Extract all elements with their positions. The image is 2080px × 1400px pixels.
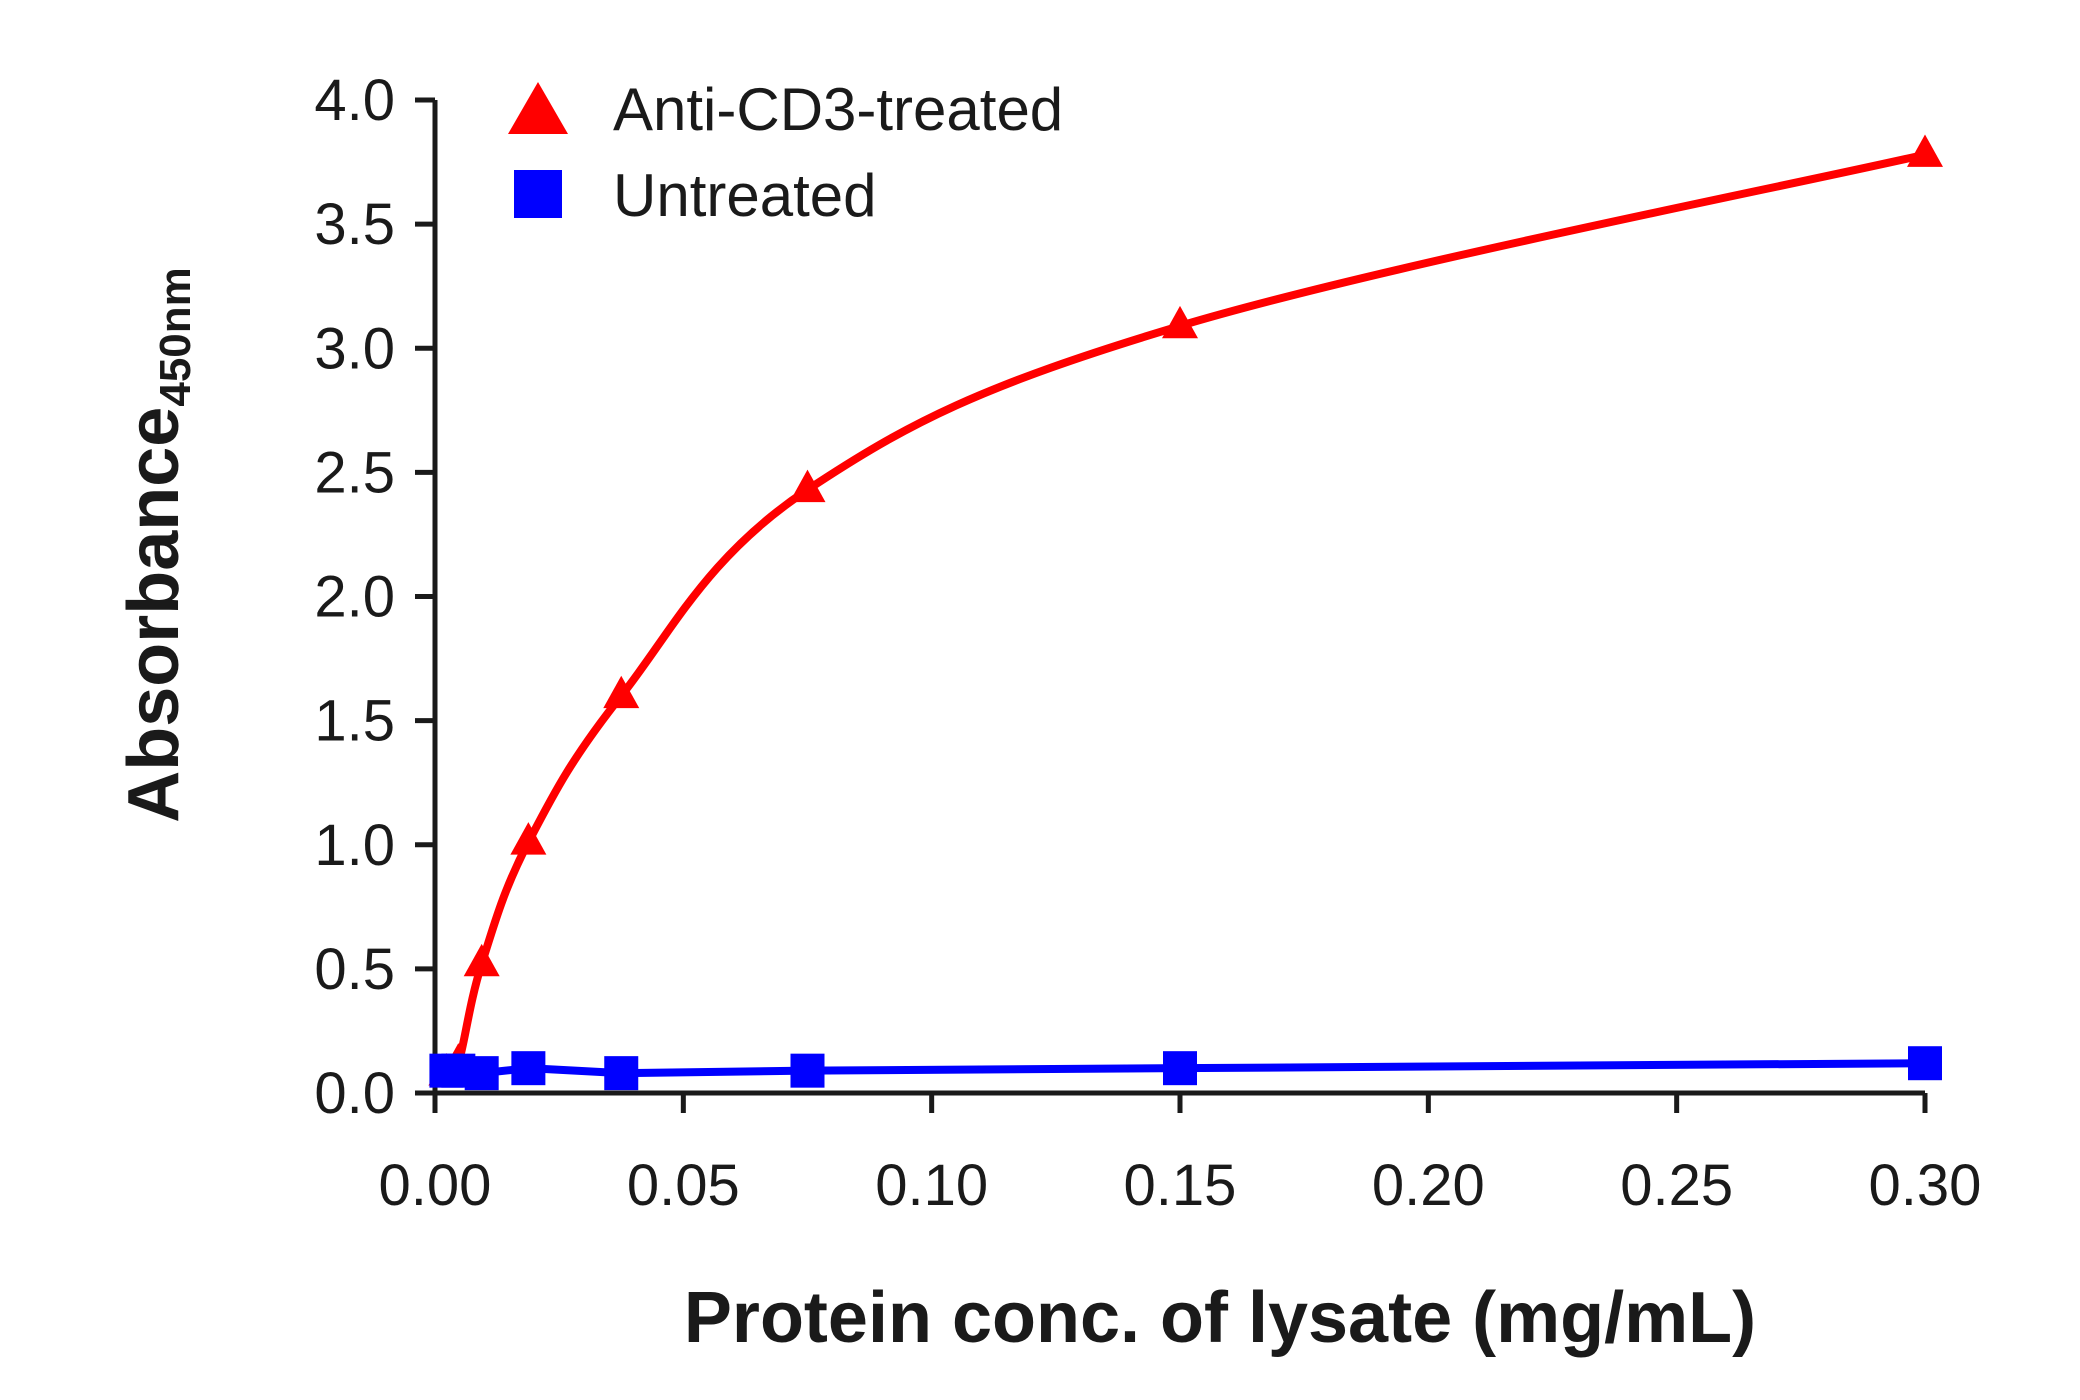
- legend-marker-triangle: [508, 82, 568, 134]
- legend-label: Anti-CD3-treated: [613, 76, 1063, 143]
- data-point-triangle: [1907, 134, 1943, 167]
- y-axis-title-main: Absorbance: [114, 407, 194, 823]
- x-tick-label: 0.00: [379, 1153, 492, 1218]
- y-tick-label: 1.0: [314, 813, 395, 878]
- y-tick-label: 2.0: [314, 565, 395, 630]
- legend-marker-square: [514, 170, 562, 218]
- y-tick-label: 4.0: [314, 68, 395, 133]
- legend-item-anti-cd3-treated: Anti-CD3-treated: [508, 76, 1063, 143]
- data-point-triangle: [603, 675, 640, 709]
- data-point-square: [511, 1051, 546, 1086]
- x-tick-label: 0.05: [627, 1153, 740, 1218]
- axes: [432, 100, 1925, 1096]
- series-layer: [428, 134, 1943, 1091]
- axis-ticks: 0.0 0.5 1.0 1.5 2.0 2.5 3.0 3.5 4.0 0.00 0.05 0.10 0…: [314, 68, 1981, 1218]
- y-tick-label: 2.5: [314, 440, 395, 505]
- x-tick-label: 0.20: [1372, 1153, 1485, 1218]
- y-tick-label: 0.0: [314, 1061, 395, 1126]
- x-axis-title: Protein conc. of lysate (mg/mL): [684, 1278, 1756, 1358]
- y-tick-label: 3.0: [314, 316, 395, 381]
- x-tick-label: 0.15: [1124, 1153, 1237, 1218]
- x-tick-label: 0.30: [1869, 1153, 1982, 1218]
- series-untreated: [429, 1046, 1942, 1091]
- data-point-triangle: [463, 943, 500, 977]
- y-tick-label: 0.5: [314, 937, 395, 1002]
- svg-text:Absorbance450nm: Absorbance450nm: [114, 267, 200, 823]
- data-point-triangle: [1162, 305, 1198, 339]
- data-point-square: [604, 1056, 639, 1091]
- data-point-triangle: [789, 469, 826, 503]
- data-point-square: [790, 1053, 825, 1088]
- y-tick-label: 3.5: [314, 192, 395, 257]
- legend: Anti-CD3-treated Untreated: [508, 76, 1063, 229]
- data-point-square: [1163, 1051, 1197, 1086]
- y-axis-title-subscript: 450nm: [151, 267, 200, 406]
- series-line: [443, 150, 1926, 1079]
- series-anti-cd3-treated: [428, 134, 1943, 1086]
- y-tick-label: 1.5: [314, 689, 395, 754]
- x-tick-label: 0.25: [1620, 1153, 1733, 1218]
- legend-item-untreated: Untreated: [514, 162, 877, 229]
- data-point-square: [464, 1056, 499, 1091]
- data-point-square: [1908, 1046, 1942, 1081]
- data-point-triangle: [510, 822, 547, 855]
- x-tick-label: 0.10: [875, 1153, 988, 1218]
- y-axis-title: Absorbance450nm: [114, 267, 200, 823]
- legend-label: Untreated: [613, 162, 877, 229]
